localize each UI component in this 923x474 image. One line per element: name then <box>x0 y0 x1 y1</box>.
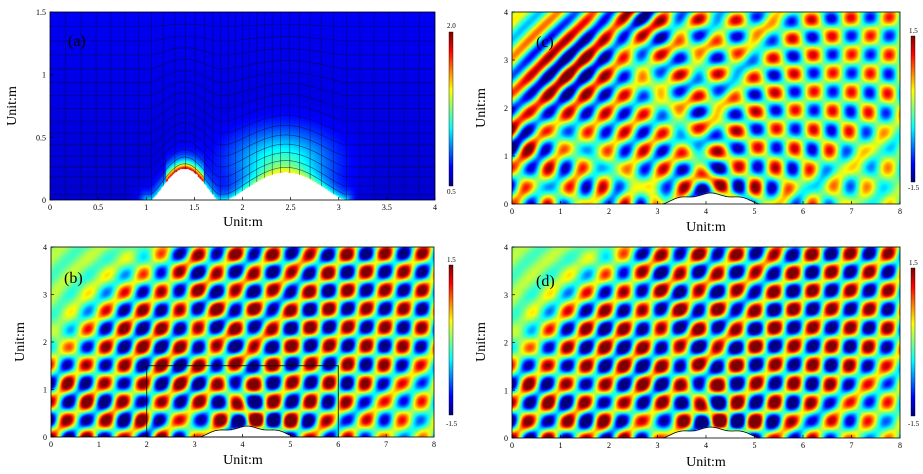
panel-d-xlabel: Unit:m <box>686 455 726 470</box>
y-tick-label: 4 <box>504 8 508 17</box>
panel-d-heatmap <box>512 247 900 438</box>
y-tick-label: 3 <box>504 291 508 300</box>
y-tick-label: 3 <box>43 291 47 300</box>
x-tick-label: 4 <box>704 207 708 216</box>
panel-a-ylabel: Unit:m <box>5 86 20 126</box>
x-tick-label: 2 <box>241 203 245 212</box>
panel-b-colorbar-min: -1.5 <box>446 420 458 428</box>
panel-d-colorbar-max: 1.5 <box>909 259 918 267</box>
panel-b-heatmap <box>51 247 434 437</box>
x-tick-label: 3 <box>337 203 341 212</box>
panel-c: 0 1 2 3 4 5 6 7 8 0 1 2 3 4 (c) Unit:m Unit:m 1.5 -1.… <box>474 8 920 235</box>
y-tick-label: 2 <box>504 339 508 348</box>
x-tick-label: 0 <box>48 203 52 212</box>
panel-c-heatmap <box>512 12 900 204</box>
panel-d-ticks: 0 1 2 3 4 5 6 7 8 0 1 2 3 4 <box>504 243 902 450</box>
y-tick-label: 1 <box>504 386 508 395</box>
x-tick-label: 6 <box>801 441 805 450</box>
x-tick-label: 8 <box>432 440 436 449</box>
panel-a: 0 0.5 1 1.5 2 2.5 3 3.5 4 0 0.5 1 1.5 (a) Unit:m Uni… <box>5 8 456 230</box>
y-tick-label: 2 <box>43 338 47 347</box>
panel-a-colorbar-min: 0.5 <box>447 188 456 196</box>
y-tick-label: 1.5 <box>36 8 46 17</box>
panel-b: 0 1 2 3 4 5 6 7 8 0 1 2 3 4 (b) Unit:m Unit:m 1.5 -1.… <box>13 243 458 468</box>
x-tick-label: 0 <box>49 440 53 449</box>
panel-d-ylabel: Unit:m <box>474 322 489 362</box>
y-tick-label: 0.5 <box>36 133 46 142</box>
x-tick-label: 1 <box>559 441 563 450</box>
x-tick-label: 5 <box>753 441 757 450</box>
panel-c-ticks: 0 1 2 3 4 5 6 7 8 0 1 2 3 4 <box>504 8 902 216</box>
panel-c-colorbar-min: -1.5 <box>908 184 920 192</box>
y-tick-label: 1 <box>43 386 47 395</box>
panel-a-xlabel: Unit:m <box>223 215 263 230</box>
x-tick-label: 2 <box>607 441 611 450</box>
x-tick-label: 4 <box>433 203 437 212</box>
x-tick-label: 4 <box>241 440 245 449</box>
panel-b-label: (b) <box>64 270 83 287</box>
panel-c-label: (c) <box>536 34 554 51</box>
panel-a-colorbar-max: 2.0 <box>447 22 456 30</box>
panel-d-obstacle-outline <box>662 426 760 439</box>
panel-d-label: (d) <box>536 273 555 290</box>
y-tick-label: 4 <box>504 243 508 252</box>
panel-d-colorbar <box>910 267 916 417</box>
panel-c-colorbar <box>910 35 916 183</box>
x-tick-label: 6 <box>801 207 805 216</box>
x-tick-label: 1 <box>144 203 148 212</box>
x-tick-label: 5 <box>288 440 292 449</box>
y-tick-label: 0 <box>42 196 46 205</box>
panel-c-colorbar-max: 1.5 <box>909 27 918 35</box>
y-tick-label: 3 <box>504 56 508 65</box>
panel-a-colorbar <box>448 31 454 187</box>
x-tick-label: 3 <box>193 440 197 449</box>
x-tick-label: 2 <box>145 440 149 449</box>
x-tick-label: 3.5 <box>382 203 392 212</box>
x-tick-label: 2.5 <box>286 203 296 212</box>
x-tick-label: 0 <box>510 441 514 450</box>
panel-c-ylabel: Unit:m <box>474 88 489 128</box>
x-tick-label: 7 <box>850 207 854 216</box>
panel-b-xlabel: Unit:m <box>223 453 263 468</box>
x-tick-label: 7 <box>850 441 854 450</box>
panel-a-ticks: 0 0.5 1 1.5 2 2.5 3 3.5 4 0 0.5 1 1.5 <box>36 8 437 212</box>
x-tick-label: 4 <box>704 441 708 450</box>
x-tick-label: 8 <box>898 441 902 450</box>
x-tick-label: 3 <box>656 441 660 450</box>
panel-c-obstacle-outline <box>662 192 760 205</box>
x-tick-label: 3 <box>656 207 660 216</box>
x-tick-label: 0.5 <box>93 203 103 212</box>
x-tick-label: 1 <box>559 207 563 216</box>
panel-d-colorbar-min: -1.5 <box>908 420 920 428</box>
x-tick-label: 5 <box>753 207 757 216</box>
x-tick-label: 6 <box>336 440 340 449</box>
panel-b-ticks: 0 1 2 3 4 5 6 7 8 0 1 2 3 4 <box>43 243 436 449</box>
panel-c-xlabel: Unit:m <box>686 220 726 235</box>
y-tick-label: 0 <box>504 200 508 209</box>
y-tick-label: 4 <box>43 243 47 252</box>
panel-d: 0 1 2 3 4 5 6 7 8 0 1 2 3 4 (d) Unit:m Unit:m 1.5 -1.… <box>474 243 920 470</box>
panel-b-colorbar-max: 1.5 <box>447 256 456 264</box>
panel-b-ylabel: Unit:m <box>13 322 28 362</box>
panel-a-label: (a) <box>68 33 86 50</box>
y-tick-label: 1 <box>42 71 46 80</box>
x-tick-label: 2 <box>607 207 611 216</box>
panel-b-colorbar <box>448 264 454 416</box>
y-tick-label: 1 <box>504 152 508 161</box>
panel-a-mesh <box>50 12 435 200</box>
y-tick-label: 0 <box>43 433 47 442</box>
x-tick-label: 1 <box>97 440 101 449</box>
x-tick-label: 1.5 <box>189 203 199 212</box>
x-tick-label: 0 <box>510 207 514 216</box>
y-tick-label: 2 <box>504 104 508 113</box>
x-tick-label: 7 <box>384 440 388 449</box>
x-tick-label: 8 <box>898 207 902 216</box>
panel-b-obstacle-outline <box>199 425 296 438</box>
y-tick-label: 0 <box>504 434 508 443</box>
